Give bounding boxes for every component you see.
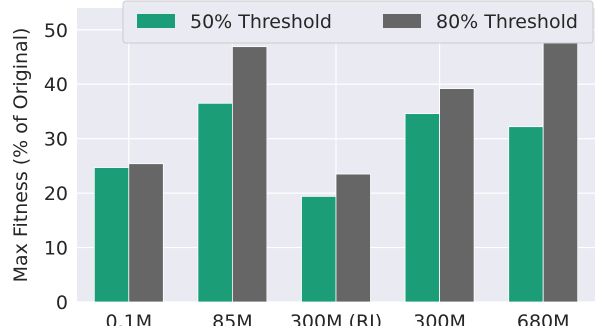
y-tick-label: 40 — [44, 74, 68, 96]
y-tick-label: 0 — [56, 292, 68, 314]
bar-series-2-1 — [128, 163, 164, 303]
bars — [93, 25, 579, 303]
x-tick-labels: 0.1M 85M 300M (RI) 300M 680M — [105, 311, 569, 326]
bar-series-1-2 — [197, 102, 233, 303]
x-tick-label: 300M — [413, 311, 466, 326]
bar-series-2-2 — [231, 46, 268, 303]
x-tick-label: 85M — [212, 311, 253, 326]
y-axis-title: Max Fitness (% of Original) — [10, 28, 32, 283]
x-tick-label: 0.1M — [105, 311, 152, 326]
x-tick-label: 300M (RI) — [290, 311, 382, 326]
bar-series-1-5 — [508, 126, 544, 303]
x-tick-label: 680M — [517, 311, 570, 326]
y-tick-label: 30 — [44, 129, 68, 151]
bar-series-1-3 — [301, 195, 337, 303]
legend: 50% Threshold 80% Threshold — [122, 0, 594, 44]
legend-swatch-1 — [137, 14, 175, 28]
y-tick-labels: 0 10 20 30 40 50 — [44, 20, 68, 314]
bar-series-2-3 — [335, 173, 371, 303]
legend-label-2: 80% Threshold — [436, 11, 578, 33]
y-tick-label: 50 — [44, 20, 68, 42]
bar-series-2-4 — [439, 88, 475, 303]
y-tick-label: 20 — [44, 183, 68, 205]
bar-series-1-4 — [404, 113, 441, 303]
legend-label-1: 50% Threshold — [190, 11, 332, 33]
legend-box — [122, 0, 594, 44]
bar-series-2-5 — [542, 25, 579, 303]
y-tick-label: 10 — [44, 238, 68, 260]
legend-swatch-2 — [383, 14, 421, 28]
bar-series-1-1 — [93, 167, 130, 303]
